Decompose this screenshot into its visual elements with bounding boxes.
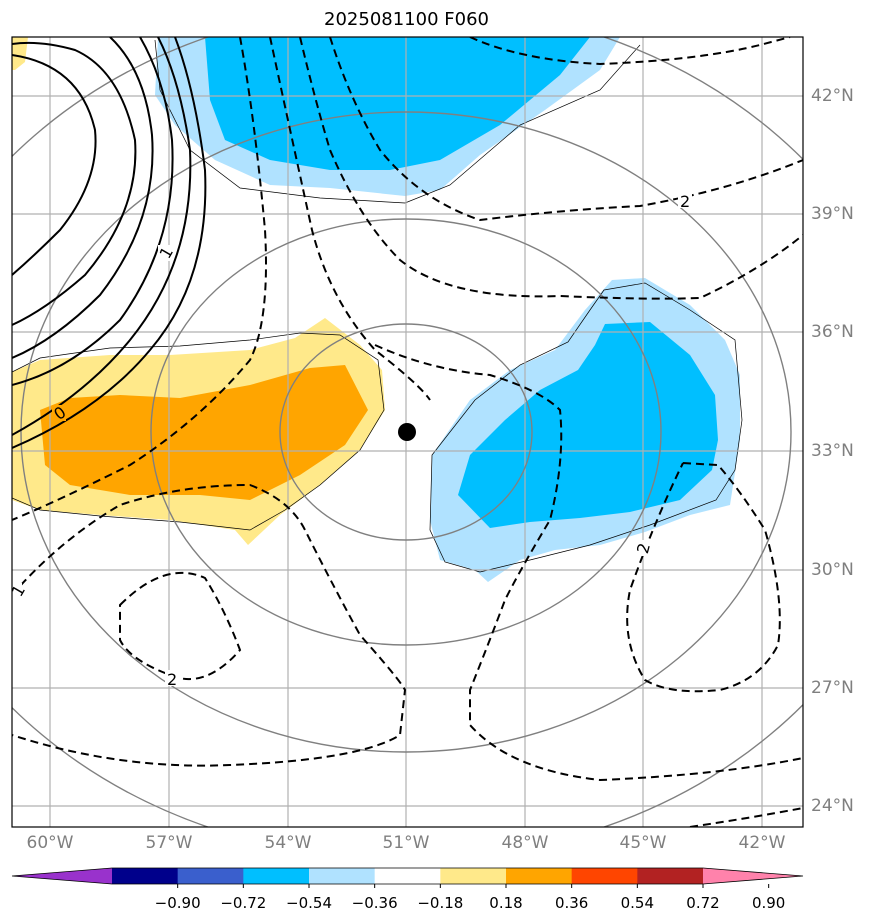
positive-anomaly-fill-corner [12, 37, 28, 70]
map-title: 2025081100 F060 [324, 9, 489, 30]
colorbar-tick-label: −0.54 [286, 894, 332, 912]
colorbar-segment [177, 868, 244, 884]
colorbar [11, 867, 804, 888]
negative-anomaly-outline-north [154, 39, 641, 204]
lon-label-57w: 57°W [145, 833, 193, 853]
colorbar-segment [374, 868, 441, 884]
negative-anomaly-fill-east-core [458, 322, 718, 528]
colorbar-segment [112, 868, 179, 884]
colorbar-tick-label: 0.90 [751, 894, 786, 912]
colorbar-tick-label: −0.18 [417, 894, 464, 912]
colorbar-segment [506, 868, 573, 884]
lat-label-33n: 33°N [811, 441, 854, 461]
contour-label-2-east: 2 [680, 192, 690, 211]
colorbar-segment [309, 868, 376, 884]
colorbar-tick-label: 0.54 [620, 894, 655, 912]
lon-label-60w: 60°W [26, 833, 74, 853]
lat-label-24n: 24°N [811, 796, 854, 816]
lat-label-42n: 42°N [811, 86, 854, 106]
lat-label-30n: 30°N [811, 560, 854, 580]
storm-center-marker [398, 423, 416, 441]
colorbar-segment [243, 868, 310, 884]
colorbar-segment [637, 868, 704, 884]
lat-label-27n: 27°N [811, 678, 854, 698]
colorbar-segment [440, 868, 507, 884]
lon-label-48w: 48°W [501, 833, 549, 853]
contour-label-2-southwest: 2 [167, 670, 177, 689]
plot-frame [11, 36, 804, 828]
colorbar-outline [11, 867, 804, 885]
solid-contours [12, 37, 207, 449]
lat-label-36n: 36°N [811, 322, 854, 342]
contour-labels: 1 0 2 2 1 2 [12, 192, 692, 689]
lon-label-51w: 51°W [382, 833, 430, 853]
positive-anomaly-outline [12, 332, 385, 531]
negative-anomaly-fill-north-core [205, 37, 590, 170]
contour-label-2-south: 2 [633, 541, 654, 556]
colorbar-tick-label: 0.72 [686, 894, 720, 912]
lat-lon-grid [12, 37, 803, 827]
colorbar-extend-max [703, 868, 803, 884]
colorbar-extend-min [12, 868, 112, 884]
map-plot-area: 1 0 2 2 1 2 [12, 37, 803, 827]
colorbar-tick-label: 0.18 [489, 894, 523, 912]
dashed-contours [12, 37, 803, 827]
lon-label-45w: 45°W [619, 833, 667, 853]
lon-label-42w: 42°W [738, 833, 786, 853]
colorbar-segment [571, 868, 638, 884]
colorbar-tick-label: −0.72 [220, 894, 267, 912]
colorbar-tick-label: 0.36 [554, 894, 589, 912]
colorbar-tick-label: −0.36 [351, 894, 398, 912]
colorbar-tick-label: −0.90 [154, 894, 201, 912]
range-rings [12, 37, 803, 827]
lon-label-54w: 54°W [264, 833, 312, 853]
lat-label-39n: 39°N [811, 204, 854, 224]
negative-anomaly-outline-east [429, 282, 743, 573]
